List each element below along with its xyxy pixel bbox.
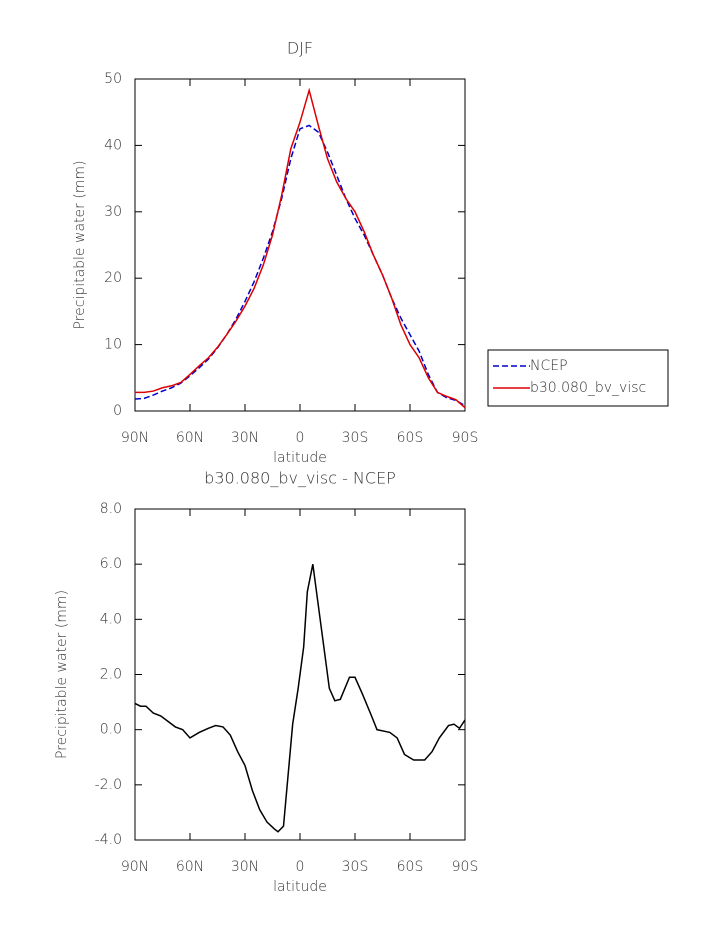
x-tick-label: 90S [452,430,479,446]
chart-title: b30.080_bv_visc - NCEP [204,469,396,488]
y-tick-label: -4.0 [95,832,122,848]
y-tick-label: 2.0 [100,667,122,683]
y-tick-label: 10 [104,337,122,353]
y-axis-label: Precipitable water (mm) [54,590,70,759]
x-tick-label: 30S [342,430,369,446]
y-tick-label: 0 [113,403,122,419]
y-tick-label: 40 [104,137,122,153]
y-tick-label: 20 [104,270,122,286]
x-tick-label: 60N [176,430,204,446]
x-tick-label: 90N [121,859,149,875]
x-tick-label: 0 [296,859,305,875]
x-tick-label: 0 [296,430,305,446]
y-tick-label: 8.0 [100,501,122,517]
y-tick-label: 50 [104,71,122,87]
x-tick-label: 60S [397,859,424,875]
y-tick-label: -2.0 [95,777,122,793]
x-tick-label: 90N [121,430,149,446]
y-tick-label: 0.0 [100,722,122,738]
x-tick-label: 30N [231,430,259,446]
data-line [134,124,466,407]
x-axis-label: latitude [273,450,327,466]
legend-label: NCEP [530,358,568,374]
x-tick-label: 60S [397,430,424,446]
y-axis-label: Precipitable water (mm) [72,160,88,329]
x-tick-label: 30S [342,859,369,875]
y-tick-label: 30 [104,204,122,220]
y-tick-label: 4.0 [100,611,122,627]
legend-box [487,349,669,407]
x-tick-label: 60N [176,859,204,875]
x-tick-label: 30N [231,859,259,875]
legend-label: b30.080_bv_visc [530,380,646,396]
x-axis-label: latitude [273,879,327,895]
data-line [135,87,466,409]
y-tick-label: 6.0 [100,556,122,572]
chart-title: DJF [287,39,313,58]
x-tick-label: 90S [452,859,479,875]
data-line [134,564,466,833]
